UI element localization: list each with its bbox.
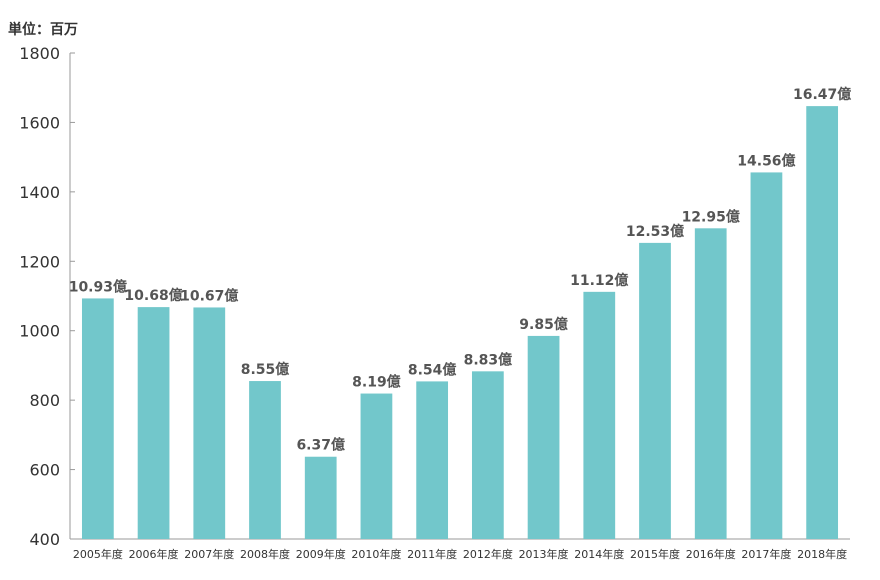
x-tick-label: 2012年度 [463, 547, 513, 561]
data-label: 12.95億 [682, 208, 740, 225]
y-axis: 400 600 800 1000 1200 1400 1600 1800 [19, 44, 75, 549]
y-tick-label: 1400 [19, 183, 60, 202]
data-label: 11.12億 [570, 272, 628, 289]
data-label: 6.37億 [296, 437, 345, 454]
y-tick-label: 600 [29, 461, 60, 480]
bar [193, 307, 226, 539]
data-label: 10.93億 [69, 278, 127, 295]
data-label: 12.53億 [626, 223, 684, 240]
x-tick-label: 2006年度 [129, 547, 179, 561]
data-label: 8.55億 [241, 361, 290, 378]
bar [360, 393, 393, 539]
x-tick-label: 2015年度 [630, 547, 680, 561]
data-label: 9.85億 [519, 316, 568, 333]
data-label: 16.47億 [793, 86, 851, 103]
y-tick-label: 400 [29, 530, 60, 549]
bar [750, 172, 783, 539]
bar [416, 381, 449, 539]
unit-label: 単位：百万 [8, 21, 78, 38]
x-tick-label: 2007年度 [184, 547, 234, 561]
bar [639, 242, 671, 539]
x-axis: 2005年度 2006年度 2007年度 2008年度 2009年度 2010年度 2011… [70, 538, 850, 561]
x-tick-label: 2014年度 [574, 547, 624, 561]
bar [137, 307, 170, 539]
bar [527, 335, 560, 539]
x-tick-label: 2010年度 [351, 547, 401, 561]
y-tick-label: 1800 [19, 44, 60, 63]
bar [583, 291, 616, 539]
y-tick-label: 1000 [19, 322, 60, 341]
data-label: 8.83億 [464, 351, 513, 368]
data-label: 8.54億 [408, 361, 457, 378]
data-label: 8.19億 [352, 374, 401, 391]
bar [249, 381, 281, 539]
bar [471, 371, 504, 539]
x-tick-label: 2011年度 [407, 547, 457, 561]
data-label: 10.67億 [180, 287, 238, 304]
bar [81, 298, 114, 539]
data-label: 10.68億 [124, 287, 182, 304]
x-tick-label: 2013年度 [519, 547, 569, 561]
y-tick-label: 1200 [19, 252, 60, 271]
x-tick-label: 2008年度 [240, 547, 290, 561]
x-tick-label: 2018年度 [797, 547, 847, 561]
bars-group [81, 106, 839, 540]
data-label: 14.56億 [737, 152, 795, 169]
x-tick-label: 2016年度 [686, 547, 736, 561]
x-tick-label: 2009年度 [296, 547, 346, 561]
bar [694, 228, 727, 540]
x-tick-label: 2017年度 [741, 547, 791, 561]
y-tick-label: 800 [29, 391, 60, 410]
y-tick-label: 1600 [19, 113, 60, 132]
x-tick-label: 2005年度 [73, 547, 123, 561]
bar [304, 456, 337, 539]
bar [806, 106, 839, 539]
